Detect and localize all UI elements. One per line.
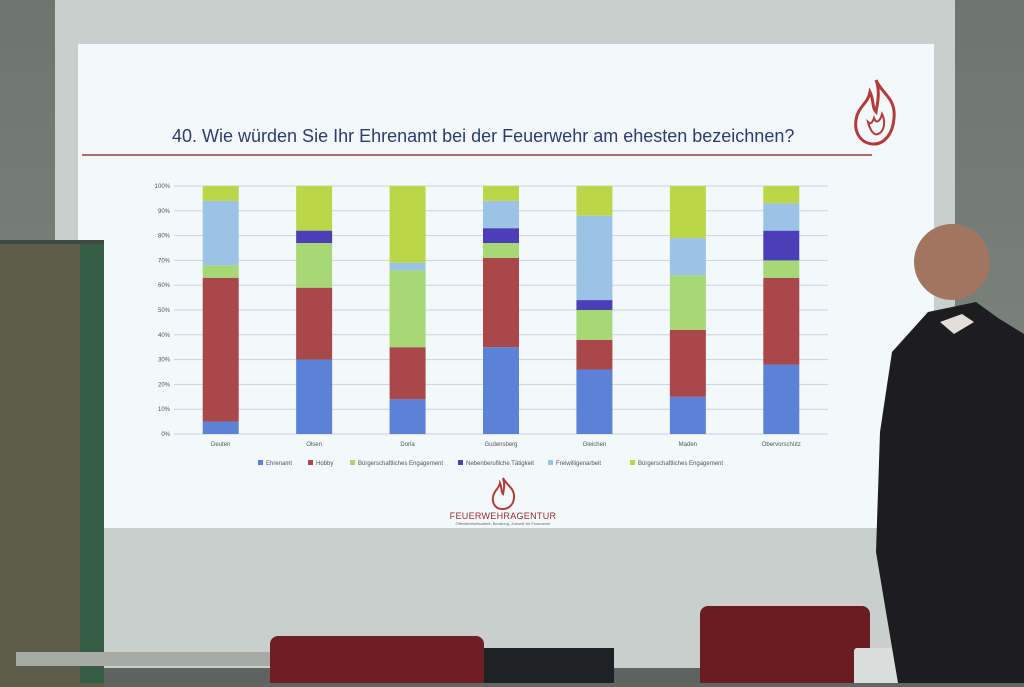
bar-segment (202, 200, 239, 266)
bar-segment (576, 215, 613, 301)
bar-segment (296, 186, 333, 231)
legend-label: Freiwilligenarbeit (556, 461, 601, 467)
bar-segment (483, 200, 519, 229)
bar-segment (483, 186, 519, 201)
x-tick-label: Olsen (306, 442, 322, 448)
red-chair (700, 606, 870, 683)
bar-segment (389, 262, 426, 271)
laptop (484, 648, 614, 683)
y-tick-label: 100% (155, 184, 171, 190)
bar-segment (669, 396, 706, 434)
bar-segment (202, 421, 239, 434)
bar-segment (763, 364, 800, 434)
legend-swatch (350, 460, 355, 465)
bar-segment (483, 243, 519, 258)
legend-swatch (258, 460, 263, 465)
presentation-slide: 40. Wie würden Sie Ihr Ehrenamt bei der … (78, 44, 934, 528)
legend-label: Hobby (316, 461, 333, 467)
bar-segment (296, 243, 333, 288)
bar-segment (576, 310, 613, 340)
logo-text: FEUERWEHRAGENTUR (449, 511, 557, 521)
bar-segment (669, 275, 706, 330)
legend-label: Ehrenamt (266, 461, 292, 467)
y-tick-label: 0% (161, 432, 170, 438)
bar-segment (389, 399, 426, 434)
slide-title: 40. Wie würden Sie Ihr Ehrenamt bei der … (172, 126, 795, 146)
table (16, 652, 270, 666)
bar-segment (483, 228, 519, 244)
bar-segment (483, 347, 519, 434)
bar-segment (202, 265, 239, 278)
x-tick-label: Gleichen (583, 442, 607, 448)
legend-swatch (308, 460, 313, 465)
title-divider (82, 154, 872, 156)
bar-segment (202, 277, 239, 422)
y-tick-label: 80% (158, 234, 171, 240)
bar-segment (763, 186, 800, 204)
bar-segment (389, 186, 426, 263)
bar-segment (389, 270, 426, 348)
y-tick-label: 40% (158, 333, 171, 339)
y-tick-label: 10% (158, 407, 171, 413)
x-tick-label: Deuten (211, 442, 230, 448)
person-silhouette (876, 224, 1024, 683)
logo-subtext: Öffentlichkeitsarbeit, Beratung, Zukunft… (455, 521, 551, 526)
bar-segment (296, 287, 333, 360)
bar-segment (483, 257, 519, 348)
x-tick-label: Dorla (400, 442, 415, 448)
bar-segment (576, 300, 613, 310)
bar-segment (763, 203, 800, 231)
legend-swatch (458, 460, 463, 465)
legend-swatch (630, 460, 635, 465)
x-tick-label: Obervorschütz (762, 442, 801, 448)
flame-icon (854, 79, 896, 146)
legend-label: Bürgerschaftliches Engagement (638, 461, 723, 467)
bar-segment (202, 186, 239, 201)
agency-logo: FEUERWEHRAGENTUR Öffentlichkeitsarbeit, … (448, 476, 558, 528)
y-tick-label: 50% (158, 308, 171, 314)
legend-label: Nebenberufliche Tätigkeit (466, 461, 534, 467)
x-tick-label: Gudensberg (484, 442, 517, 448)
y-tick-label: 60% (158, 283, 171, 289)
x-tick-label: Maden (679, 442, 697, 448)
bar-segment (576, 339, 613, 370)
bar-segment (576, 369, 613, 434)
stacked-bar-chart: 0% 10% 20% 30% 40% 50% 60% 70% 80% 90% 100% Deuten… (155, 184, 828, 467)
bar-segment (296, 230, 333, 244)
bar-segment (389, 347, 426, 400)
bar-segment (669, 186, 706, 239)
logo-flame-icon (491, 477, 516, 511)
legend-swatch (548, 460, 553, 465)
red-chair (270, 636, 484, 683)
bar-segment (669, 329, 706, 397)
y-tick-label: 90% (158, 209, 171, 215)
bar-segment (763, 260, 800, 278)
bar-segment (576, 186, 613, 216)
board-frame (80, 244, 104, 683)
y-tick-label: 30% (158, 358, 171, 364)
y-tick-label: 20% (158, 382, 171, 388)
bar-segment (763, 277, 800, 365)
y-tick-label: 70% (158, 258, 171, 264)
bar-segment (296, 359, 333, 434)
legend-label: Bürgerschaftliches Engagement (358, 461, 443, 467)
bar-segment (763, 230, 800, 261)
bar-segment (669, 238, 706, 276)
